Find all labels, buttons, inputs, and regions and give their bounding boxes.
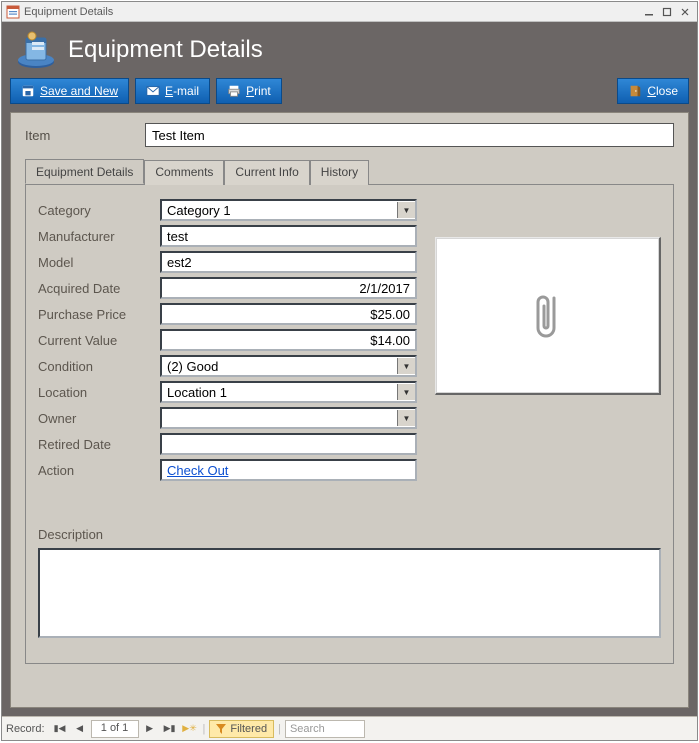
- item-row: Item: [25, 123, 674, 147]
- condition-value: (2) Good: [167, 359, 397, 374]
- titlebar: Equipment Details: [2, 2, 697, 22]
- attachment-box[interactable]: [435, 237, 661, 395]
- retired-date-label: Retired Date: [38, 437, 160, 452]
- condition-combo[interactable]: (2) Good ▼: [160, 355, 417, 377]
- prev-record-button[interactable]: ◀: [71, 720, 89, 738]
- minimize-button[interactable]: [641, 5, 657, 19]
- tab-current-info[interactable]: Current Info: [224, 160, 309, 185]
- print-button[interactable]: Print: [216, 78, 282, 104]
- save-icon: [21, 84, 35, 98]
- category-value: Category 1: [167, 203, 397, 218]
- purchase-price-input[interactable]: [160, 303, 417, 325]
- item-label: Item: [25, 128, 135, 143]
- toolbar: Save and New E-mail Print Close: [2, 74, 697, 112]
- form-icon: [6, 5, 20, 19]
- chevron-down-icon[interactable]: ▼: [397, 202, 415, 218]
- chevron-down-icon[interactable]: ▼: [397, 358, 415, 374]
- email-button[interactable]: E-mail: [135, 78, 210, 104]
- equipment-details-window: Equipment Details Equipment Details: [1, 1, 698, 741]
- tab-equipment-details[interactable]: Equipment Details: [25, 159, 144, 184]
- description-textarea[interactable]: [38, 548, 661, 638]
- retired-date-input[interactable]: [160, 433, 417, 455]
- first-record-button[interactable]: ▮◀: [51, 720, 69, 738]
- tab-panel-equipment-details: Category Category 1 ▼ Manufacturer: [25, 184, 674, 664]
- purchase-price-label: Purchase Price: [38, 307, 160, 322]
- owner-combo[interactable]: ▼: [160, 407, 417, 429]
- model-label: Model: [38, 255, 160, 270]
- tab-history[interactable]: History: [310, 160, 369, 185]
- category-label: Category: [38, 203, 160, 218]
- filter-indicator[interactable]: Filtered: [209, 720, 274, 738]
- acquired-date-input[interactable]: [160, 277, 417, 299]
- condition-label: Condition: [38, 359, 160, 374]
- item-input[interactable]: [145, 123, 674, 147]
- paperclip-icon: [534, 288, 562, 344]
- owner-label: Owner: [38, 411, 160, 426]
- location-combo[interactable]: Location 1 ▼: [160, 381, 417, 403]
- header-band: Equipment Details: [2, 22, 697, 74]
- close-window-button[interactable]: [677, 5, 693, 19]
- acquired-date-label: Acquired Date: [38, 281, 160, 296]
- last-record-button[interactable]: ▶▮: [161, 720, 179, 738]
- mail-icon: [146, 84, 160, 98]
- action-label: Action: [38, 463, 160, 478]
- chevron-down-icon[interactable]: ▼: [397, 410, 415, 426]
- tab-comments[interactable]: Comments: [144, 160, 224, 185]
- next-record-button[interactable]: ▶: [141, 720, 159, 738]
- maximize-button[interactable]: [659, 5, 675, 19]
- search-box[interactable]: Search: [285, 720, 365, 738]
- new-record-button[interactable]: ▶✳: [181, 720, 199, 738]
- current-value-label: Current Value: [38, 333, 160, 348]
- content-area: Item Equipment Details Comments Current …: [2, 112, 697, 716]
- window-title: Equipment Details: [24, 6, 113, 18]
- header-icon: [14, 28, 58, 72]
- save-new-underline: Save and New: [40, 84, 118, 98]
- description-block: Description: [38, 527, 661, 638]
- door-icon: [628, 84, 642, 98]
- filter-icon: [216, 724, 226, 734]
- close-button[interactable]: Close: [617, 78, 689, 104]
- save-and-new-button[interactable]: Save and New: [10, 78, 129, 104]
- manufacturer-label: Manufacturer: [38, 229, 160, 244]
- record-label: Record:: [6, 723, 45, 735]
- chevron-down-icon[interactable]: ▼: [397, 384, 415, 400]
- action-link[interactable]: Check Out: [160, 459, 417, 481]
- print-icon: [227, 84, 241, 98]
- fields-column: Category Category 1 ▼ Manufacturer: [38, 199, 417, 485]
- attachment-column: [435, 199, 661, 485]
- record-position[interactable]: 1 of 1: [91, 720, 139, 738]
- manufacturer-input[interactable]: [160, 225, 417, 247]
- record-navigator: Record: ▮◀ ◀ 1 of 1 ▶ ▶▮ ▶✳ | Filtered |…: [2, 716, 697, 740]
- page-title: Equipment Details: [68, 36, 263, 64]
- location-value: Location 1: [167, 385, 397, 400]
- current-value-input[interactable]: [160, 329, 417, 351]
- location-label: Location: [38, 385, 160, 400]
- tab-strip: Equipment Details Comments Current Info …: [25, 159, 674, 184]
- description-label: Description: [38, 527, 661, 542]
- category-combo[interactable]: Category 1 ▼: [160, 199, 417, 221]
- form-area: Item Equipment Details Comments Current …: [10, 112, 689, 708]
- model-input[interactable]: [160, 251, 417, 273]
